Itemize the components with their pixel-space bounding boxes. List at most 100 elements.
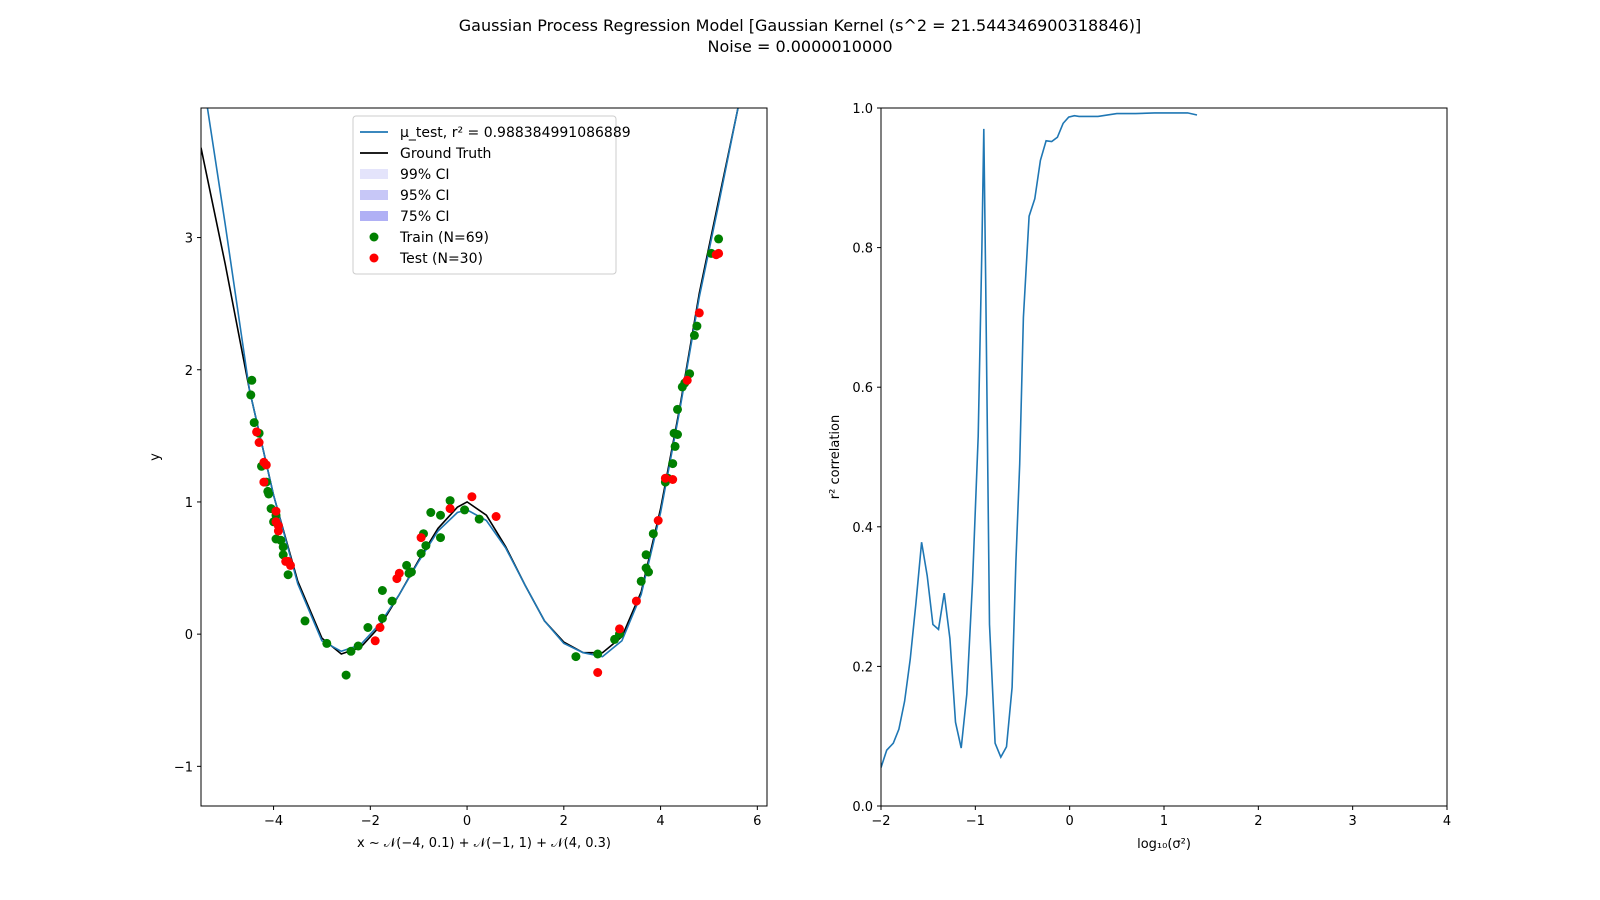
train-point [300, 616, 310, 626]
left-x-tick-label: −4 [264, 814, 283, 829]
legend-label: Test (N=30) [399, 251, 483, 267]
test-point [694, 308, 704, 318]
test-point [653, 516, 663, 525]
right-y-tick-label: 0.4 [852, 521, 873, 536]
right-y-tick-label: 0.0 [852, 800, 873, 815]
left-x-tick-label: 0 [463, 814, 471, 829]
left-y-tick-label: 1 [185, 496, 193, 511]
train-point [636, 576, 646, 586]
train-point [673, 404, 682, 414]
right-y-tick-label: 1.0 [852, 102, 873, 117]
left-y-tick-label: 2 [185, 364, 193, 379]
legend-label: μ_test, r² = 0.988384991086889 [400, 125, 631, 141]
figure-title: Gaussian Process Regression Model [Gauss… [459, 16, 1141, 35]
train-point [264, 489, 274, 499]
train-point [278, 542, 288, 552]
right-x-tick-label: 1 [1160, 814, 1168, 829]
train-point [436, 533, 445, 543]
legend-frame [352, 115, 617, 275]
train-point [692, 321, 702, 331]
legend-label: Train (N=69) [399, 230, 489, 246]
train-point [571, 652, 581, 662]
legend: μ_test, r² = 0.988384991086889 Ground Tru… [352, 115, 631, 275]
legend-label: 99% CI [400, 167, 449, 183]
test-point [254, 438, 264, 447]
right-subplot: −2 −1 0 1 2 3 4 0.0 0.2 0.4 0.6 0.8 1.0 log₁₀(σ²) r… [828, 102, 1451, 852]
legend-dot-swatch [369, 232, 379, 242]
train-point [416, 549, 426, 558]
figure-subtitle: Noise = 0.0000010000 [707, 37, 892, 56]
train-point [644, 567, 653, 577]
right-x-tick-label: 2 [1254, 814, 1262, 829]
train-point [673, 430, 682, 439]
train-point [670, 441, 680, 451]
legend-label: 95% CI [400, 188, 449, 204]
right-x-axis-label: log₁₀(σ²) [1137, 837, 1191, 852]
legend-dot-swatch [369, 253, 379, 263]
right-y-tick-label: 0.8 [852, 242, 873, 257]
test-point [593, 668, 603, 677]
train-point [426, 508, 436, 517]
test-point [682, 375, 692, 385]
right-x-tick-label: 3 [1349, 814, 1357, 829]
test-point [416, 533, 426, 543]
test-point [491, 512, 501, 521]
test-point [375, 623, 385, 632]
test-point [660, 473, 670, 483]
train-point [668, 459, 678, 469]
left-x-tick-label: 6 [753, 814, 761, 829]
test-point [394, 568, 404, 578]
left-y-tick-label: −1 [174, 760, 193, 775]
left-y-axis-label: y [148, 453, 163, 461]
test-point [370, 636, 380, 646]
left-y-tick-label: 3 [185, 232, 193, 247]
train-point [377, 586, 387, 595]
train-point [648, 529, 658, 539]
left-subplot: −4 −2 0 2 4 6 −1 0 1 2 3 x ~ 𝒩(−4, 0.1) + 𝒩(−1, 1… [148, 107, 768, 851]
left-axes-frame [200, 107, 768, 807]
train-point [387, 596, 397, 606]
right-x-tick-label: −1 [966, 814, 985, 829]
train-point [474, 514, 484, 524]
train-point [402, 560, 412, 570]
right-y-tick-label: 0.2 [852, 660, 873, 675]
right-x-tick-label: 0 [1066, 814, 1074, 829]
train-point [346, 646, 356, 656]
test-point [445, 504, 455, 514]
test-point [668, 475, 678, 484]
legend-label: 75% CI [400, 209, 449, 225]
train-point [249, 418, 259, 428]
train-point [436, 510, 445, 520]
test-point [286, 560, 295, 570]
legend-patch-swatch [360, 190, 388, 200]
train-point [363, 623, 373, 632]
train-point [283, 570, 293, 580]
train-point [689, 330, 699, 340]
train-point [641, 550, 651, 560]
train-point [406, 567, 416, 577]
left-x-tick-label: −2 [361, 814, 380, 829]
right-x-tick-label: 4 [1443, 814, 1451, 829]
legend-label: Ground Truth [400, 146, 491, 162]
left-x-tick-label: 4 [656, 814, 664, 829]
right-x-tick-label: −2 [871, 814, 890, 829]
train-point [322, 638, 332, 648]
right-y-axis-label: r² correlation [828, 415, 843, 499]
mu-test-line [206, 108, 739, 658]
test-point [259, 477, 269, 487]
right-y-tick-label: 0.6 [852, 381, 873, 396]
train-point [714, 234, 724, 244]
train-point [421, 541, 431, 551]
legend-patch-swatch [360, 211, 388, 221]
train-point [247, 375, 257, 385]
test-point [252, 427, 262, 437]
legend-patch-swatch [360, 169, 388, 179]
test-point [631, 596, 641, 606]
r2-correlation-line [881, 112, 1198, 768]
left-y-tick-label: 0 [185, 628, 193, 643]
test-point [714, 248, 724, 258]
train-point [341, 670, 351, 680]
test-point [261, 460, 271, 470]
train-point [445, 496, 455, 506]
